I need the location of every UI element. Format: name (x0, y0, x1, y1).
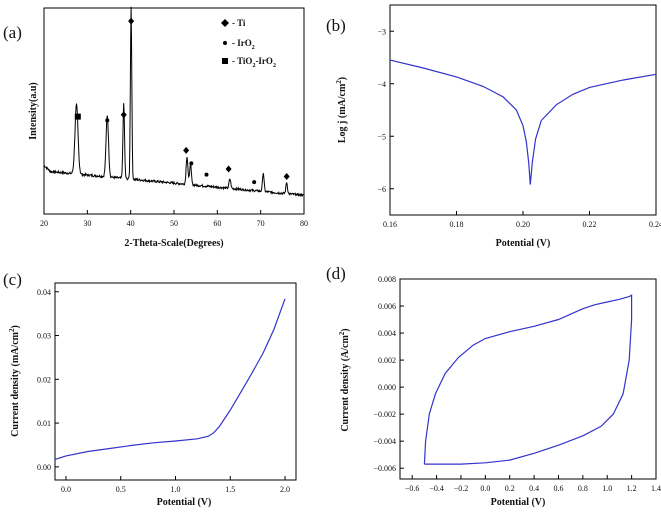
panel-a: (a) 20 30 40 50 60 70 80 - Ti - IrO2 - TiO2-Ir… (3, 6, 308, 249)
x-tick-label: 60 (213, 219, 221, 228)
y-tick-label: 0.00 (37, 463, 51, 472)
x-tick-label: 0.24 (649, 220, 661, 229)
plot-frame-d (399, 278, 657, 480)
x-axis-label-c: Potential (V) (157, 497, 212, 508)
x-tick-label: −0.2 (454, 484, 469, 493)
x-axis-label-d: Potential (V) (491, 497, 546, 508)
y-tick-label: 0.008 (378, 275, 396, 284)
x-tick-label: 0.5 (116, 485, 126, 494)
legend-diamond-icon (221, 19, 229, 27)
y-tick-label: −6 (377, 185, 386, 194)
x-tick-label: 0.4 (529, 484, 539, 493)
y-axis-label-a: Intensity(a.u) (28, 82, 39, 140)
legend-circle-icon (223, 41, 227, 45)
tafel-curve-line (389, 59, 657, 185)
legend-label-iro2: - IrO2 (232, 38, 255, 51)
cv-curve-line (423, 294, 633, 465)
ti-peak-marker (120, 111, 127, 119)
x-tick-label: 20 (40, 219, 48, 228)
x-tick-label: 1.0 (602, 484, 612, 493)
x-tick-label: −0.6 (405, 484, 420, 493)
x-tick-label: 80 (300, 219, 308, 228)
y-tick-label: 0.006 (378, 302, 396, 311)
x-axis-label-b: Potential (V) (496, 238, 551, 249)
y-tick-label: −0.002 (373, 410, 396, 419)
x-tick-label: 1.4 (651, 484, 661, 493)
x-tick-label: 0.16 (383, 220, 397, 229)
y-tick-label: 0.01 (37, 419, 51, 428)
x-axis-label-a: 2-Theta-Scale(Degrees) (124, 238, 223, 249)
y-tick-label: 0.04 (37, 288, 51, 297)
x-tick-label: 0.0 (61, 485, 71, 494)
x-tick-label: 1.2 (627, 484, 637, 493)
x-tick-label: 0.2 (505, 484, 515, 493)
ti-peak-marker (183, 146, 190, 154)
y-axis-label-c: Current density (mA/cm2) (8, 325, 21, 437)
tio2-iro2-peak-marker (74, 113, 81, 120)
x-tick-label: 70 (257, 219, 265, 228)
x-tick-label: 0.22 (583, 220, 597, 229)
panel-c: (c) 0.0 0.5 1.0 1.5 2.0 0.00 0.01 0.02 0.03 0.04… (3, 270, 297, 508)
y-tick-label: 0.000 (378, 383, 396, 392)
iro2-peak-marker (105, 118, 110, 123)
iro2-peak-marker (189, 161, 194, 166)
panel-label-d: (d) (326, 264, 346, 283)
legend-label-tio2-iro2: - TiO2-IrO2 (232, 56, 276, 69)
iro2-peak-marker (252, 180, 257, 185)
y-axis-label-b: Log j (mA/cm2) (335, 77, 348, 143)
y-tick-label: −3 (377, 27, 386, 36)
x-tick-label: 0.20 (516, 220, 530, 229)
x-tick-label: 2.0 (280, 485, 290, 494)
x-tick-label: 0.0 (480, 484, 490, 493)
y-tick-label: −4 (377, 80, 386, 89)
panel-b: (b) 0.16 0.18 0.20 0.22 0.24 −3 −4 −5 −6 Potent… (326, 4, 661, 249)
y-tick-label: 0.004 (378, 329, 396, 338)
y-tick-label: 0.02 (37, 375, 51, 384)
ti-peak-marker (283, 173, 290, 181)
panel-label-b: (b) (326, 16, 346, 35)
y-tick-label: 0.03 (37, 332, 51, 341)
panel-label-c: (c) (3, 270, 22, 289)
legend-a: - Ti - IrO2 - TiO2-IrO2 (221, 18, 276, 69)
panel-label-a: (a) (3, 23, 22, 42)
x-tick-label: 40 (127, 219, 135, 228)
x-tick-label: 0.18 (450, 220, 464, 229)
lsv-curve-line (54, 298, 286, 460)
y-tick-label: −0.006 (373, 464, 396, 473)
panel-d: (d) −0.6 −0.4 −0.2 0.0 0.2 0.4 0.6 0.8 1.0 1.2 1.4… (326, 264, 661, 508)
ti-peak-marker (128, 17, 135, 25)
x-tick-label: 1.0 (171, 485, 181, 494)
legend-square-icon (222, 58, 228, 64)
legend-label-ti: - Ti (232, 18, 246, 28)
x-tick-label: 0.8 (578, 484, 588, 493)
x-tick-label: 30 (83, 219, 91, 228)
x-tick-label: −0.4 (429, 484, 444, 493)
ti-peak-marker (225, 165, 232, 173)
plot-frame-b (389, 4, 657, 216)
y-tick-label: −5 (377, 132, 386, 141)
y-tick-label: 0.002 (378, 356, 396, 365)
x-tick-label: 50 (170, 219, 178, 228)
y-axis-label-d: Current density (A/cm2) (338, 328, 351, 431)
x-tick-label: 1.5 (225, 485, 235, 494)
iro2-peak-marker (204, 172, 209, 177)
x-tick-label: 0.6 (553, 484, 563, 493)
y-tick-label: −0.004 (373, 437, 396, 446)
xrd-pattern-line (43, 6, 305, 197)
